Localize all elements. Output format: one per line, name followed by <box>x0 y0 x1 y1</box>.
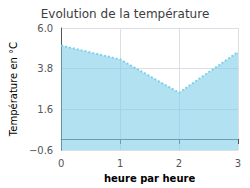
svg-text:Evolution de la température: Evolution de la température <box>41 7 210 21</box>
svg-text:3.8: 3.8 <box>37 63 53 74</box>
svg-text:2: 2 <box>176 158 182 169</box>
svg-text:3: 3 <box>235 158 241 169</box>
svg-text:−0.6: −0.6 <box>29 145 53 156</box>
svg-text:Température en °C: Température en °C <box>8 42 19 137</box>
svg-text:1: 1 <box>117 158 123 169</box>
svg-text:1.6: 1.6 <box>37 104 53 115</box>
svg-text:6.0: 6.0 <box>37 23 53 34</box>
svg-text:heure par heure: heure par heure <box>104 173 195 184</box>
svg-text:0: 0 <box>58 158 64 169</box>
